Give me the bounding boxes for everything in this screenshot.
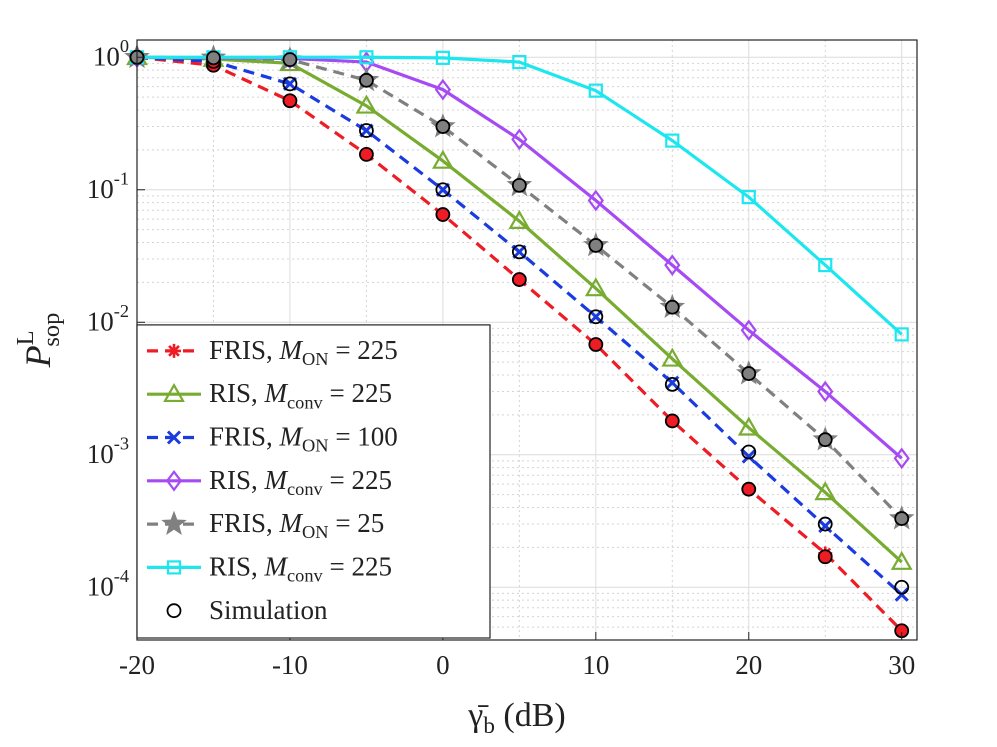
marker (512, 54, 527, 70)
marker (355, 94, 378, 114)
marker (166, 603, 182, 619)
marker (206, 50, 221, 66)
y-tick-label: 10-4​ (87, 566, 129, 601)
marker (282, 76, 298, 92)
marker (664, 376, 680, 392)
marker (161, 510, 187, 535)
y-tick-label: 10-3​ (87, 434, 129, 469)
marker (817, 380, 834, 403)
marker (359, 72, 374, 88)
marker (282, 93, 298, 109)
x-tick-label: -10 (272, 650, 308, 680)
y-tick-label: 10-2​ (87, 301, 129, 336)
x-tick-label: -20 (119, 650, 155, 680)
marker (741, 481, 757, 497)
marker (661, 347, 684, 367)
marker (508, 209, 531, 229)
marker (894, 511, 910, 526)
legend-label: RIS, Mconv = 225 (209, 465, 392, 499)
marker (588, 83, 603, 98)
marker (664, 413, 680, 429)
x-tick-label: 20 (735, 650, 762, 680)
marker (511, 128, 528, 151)
marker (163, 382, 185, 403)
marker (359, 123, 374, 138)
y-axis-label: PLsop​ (12, 313, 65, 369)
marker (741, 444, 757, 460)
marker (588, 309, 604, 325)
marker (435, 207, 451, 222)
marker (665, 133, 680, 148)
marker (166, 560, 182, 575)
x-tick-label: 30 (888, 650, 915, 680)
legend-label: Simulation (209, 595, 328, 625)
marker (511, 177, 527, 193)
marker (165, 469, 183, 492)
marker (664, 299, 680, 315)
marker (511, 272, 527, 287)
plot-area (124, 43, 915, 639)
marker (741, 190, 756, 205)
marker (359, 146, 374, 162)
marker (894, 579, 910, 595)
marker (817, 549, 833, 565)
marker (167, 343, 181, 358)
marker (434, 78, 452, 101)
marker (741, 449, 756, 464)
marker (166, 430, 182, 445)
marker (588, 238, 604, 253)
legend-label: FRIS, MON = 100 (209, 422, 398, 456)
marker (894, 327, 909, 342)
marker (431, 149, 454, 169)
marker (890, 550, 913, 570)
marker (359, 50, 374, 65)
marker (435, 50, 450, 65)
marker (817, 516, 833, 532)
legend-label: RIS, Mconv = 225 (209, 552, 392, 586)
marker (737, 416, 760, 436)
x-axis-label: γ̄b (dB) (467, 697, 565, 740)
legend-label: FRIS, MON = 25 (209, 508, 384, 542)
x-tick-label: 10 (582, 650, 609, 680)
marker (435, 119, 451, 134)
marker (741, 366, 757, 381)
legend-label: FRIS, MON = 225 (209, 335, 398, 369)
marker (664, 254, 681, 276)
series-line (136, 55, 903, 564)
marker (740, 319, 757, 342)
marker (282, 52, 298, 68)
marker (587, 189, 604, 212)
x-tick-label: 0 (436, 650, 450, 680)
marker (511, 244, 527, 260)
marker (584, 277, 607, 297)
y-tick-label: 10-1​ (87, 169, 129, 204)
marker (817, 432, 833, 448)
marker (814, 481, 837, 501)
series-line (137, 55, 903, 336)
marker (588, 337, 604, 352)
legend-label: RIS, Mconv = 225 (209, 378, 392, 412)
y-tick-label: 100​ (93, 36, 129, 71)
marker (893, 447, 910, 470)
marker (435, 182, 451, 198)
legend: FRIS, MON = 225 RIS, Mconv = 225 FRIS, MON… (136, 324, 491, 639)
marker (818, 258, 833, 273)
